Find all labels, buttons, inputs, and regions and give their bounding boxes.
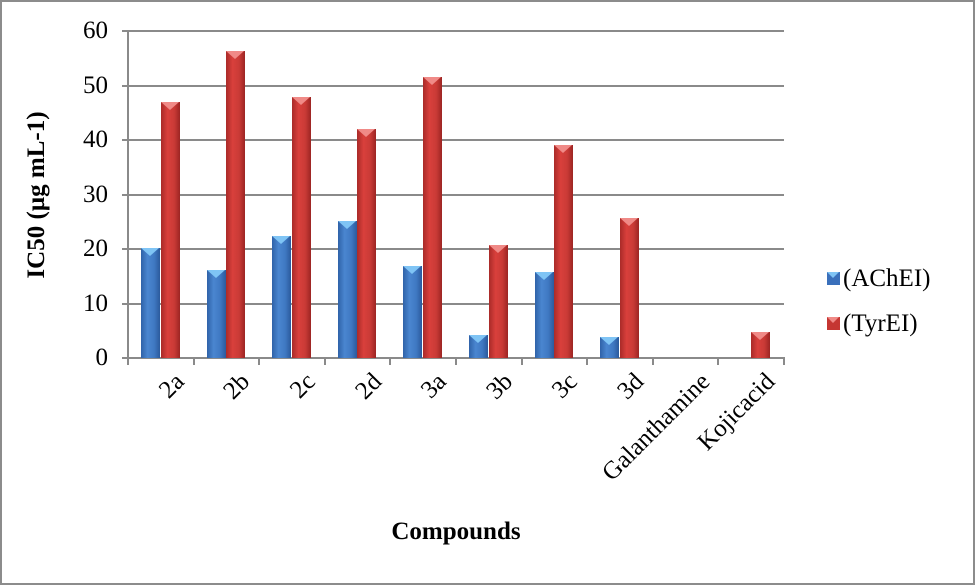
y-tick-label: 10 — [83, 289, 108, 317]
bar-3a-tyrei — [422, 76, 442, 358]
x-tick — [127, 358, 129, 365]
y-tick-label: 60 — [83, 17, 108, 44]
x-tick — [651, 358, 654, 365]
legend-swatch-red-icon — [827, 317, 840, 330]
x-tick — [192, 358, 195, 365]
gridline — [122, 302, 784, 305]
legend: (AChEI) (TyrEI) — [827, 256, 930, 346]
bar-3d-achei — [600, 337, 620, 358]
gridline — [122, 139, 784, 141]
bar-2c-tyrei — [291, 96, 311, 358]
bar-kojicacid-tyrei — [750, 331, 770, 358]
x-tick — [783, 358, 785, 365]
x-tick — [520, 358, 523, 365]
bar-3b-achei — [469, 334, 488, 358]
y-tick-label: 50 — [83, 71, 108, 99]
y-tick-label: 30 — [83, 180, 108, 208]
legend-label: (TyrEI) — [843, 309, 918, 337]
bar-2c-achei — [272, 236, 292, 358]
y-tick-label: 40 — [83, 126, 108, 153]
x-tick — [586, 358, 589, 365]
bar-2b-tyrei — [226, 51, 246, 358]
legend-swatch-blue-icon — [827, 272, 840, 285]
bar-2d-tyrei — [357, 128, 377, 358]
x-tick — [717, 358, 720, 365]
bar-3d-tyrei — [619, 217, 639, 358]
y-axis-line — [127, 31, 129, 359]
x-tick — [455, 358, 457, 365]
bar-2b-achei — [206, 269, 226, 358]
x-axis-title: Compounds — [391, 518, 521, 545]
legend-item-tyrei: (TyrEI) — [827, 301, 930, 346]
plot-area — [128, 31, 784, 358]
bar-3c-tyrei — [554, 144, 574, 358]
bar-3c-achei — [534, 272, 554, 358]
bar-2a-achei — [141, 248, 160, 358]
x-tick — [323, 358, 326, 365]
bar-3a-achei — [403, 265, 423, 358]
bar-2a-tyrei — [160, 101, 180, 358]
y-tick-label: 0 — [95, 344, 109, 371]
gridline — [122, 193, 784, 196]
bar-3b-tyrei — [488, 245, 508, 358]
x-tick — [258, 358, 261, 365]
gridline — [122, 30, 784, 32]
y-tick-label: 20 — [83, 235, 108, 262]
y-axis-title: IC50 (µg mL-1) — [23, 111, 50, 279]
legend-label: (AChEI) — [843, 264, 931, 292]
gridline — [122, 248, 784, 250]
x-tick — [389, 358, 392, 365]
x-axis-line — [122, 357, 785, 359]
legend-item-achei: (AChEI) — [827, 256, 930, 301]
bar-2d-achei — [337, 221, 357, 358]
gridline — [122, 84, 784, 87]
